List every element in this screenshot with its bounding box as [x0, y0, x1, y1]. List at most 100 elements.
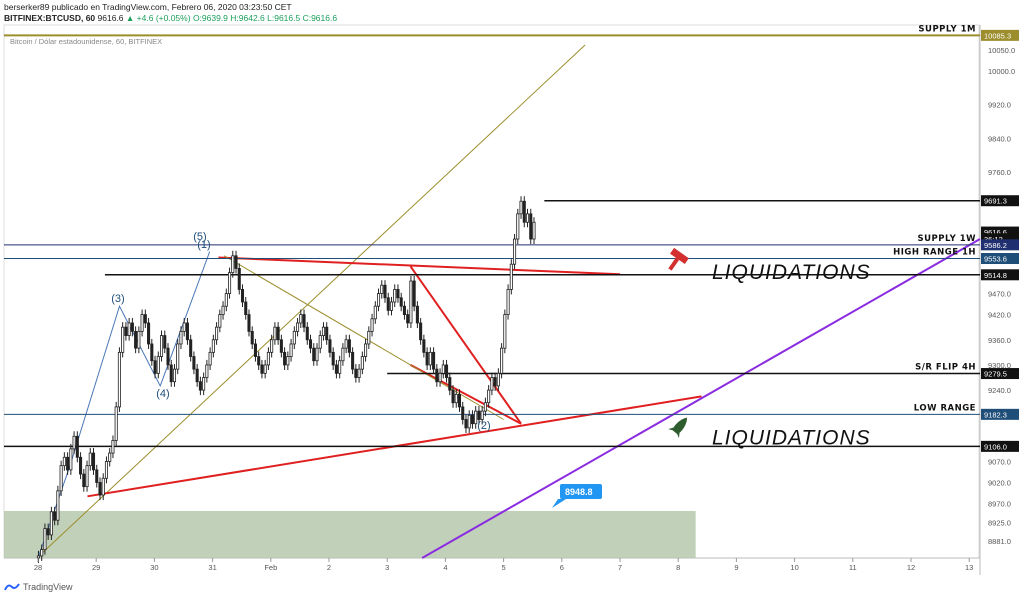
- levels-group: SUPPLY 1M SUPPLY 1W HIGH RANGE 1H S/R FLIP …: [4, 24, 980, 448]
- x-tick-label: 11: [849, 563, 857, 572]
- candle-body: [393, 289, 397, 303]
- price-tag-bg: [981, 440, 1019, 452]
- x-tick-label: Feb: [264, 563, 277, 572]
- price-tag-bg: [981, 408, 1019, 420]
- candle-body: [202, 377, 206, 391]
- candle-body: [289, 343, 293, 357]
- x-tick-label: 8: [676, 563, 680, 572]
- x-tick-label: 30: [150, 563, 158, 572]
- candle-body: [341, 347, 345, 362]
- candle-body: [56, 490, 60, 521]
- x-tick-label: 7: [618, 563, 622, 572]
- ohlc-label: O:9639.9 H:9642.6 L:9616.5 C:9616.6: [192, 13, 338, 23]
- candle-body: [354, 368, 358, 378]
- candle-body: [402, 305, 406, 315]
- candle-body: [477, 410, 481, 420]
- x-tick-label: 6: [560, 563, 564, 572]
- candle-body: [334, 364, 338, 374]
- symbol-line: BITFINEX:BTCUSD, 60 9616.6 ▲ +4.6 (+0.05…: [4, 13, 337, 24]
- candle-body: [176, 343, 180, 370]
- candle-body: [72, 435, 76, 450]
- liquidations-upper-label: LIQUIDATIONS: [712, 261, 871, 284]
- candle-body: [211, 339, 215, 353]
- candle-body: [464, 419, 468, 429]
- candle-body: [46, 528, 50, 536]
- purple-trendline: [421, 238, 981, 559]
- candle-body: [159, 335, 164, 357]
- candle-body: [448, 377, 452, 391]
- liquidations-lower-label: LIQUIDATIONS: [712, 426, 871, 449]
- candle-body: [276, 326, 280, 341]
- price-tag-bg: [981, 226, 1019, 238]
- price-chart[interactable]: Bitcoin / Dólar estadounidense, 60, BITF…: [0, 0, 1024, 580]
- demand-zones: [4, 510, 696, 558]
- hammer-icon: [668, 247, 689, 271]
- candle-body: [198, 381, 202, 391]
- wave-label: (3): [111, 293, 124, 305]
- y-tick-label: 9840.0: [988, 134, 1011, 143]
- price-tag-bg: [981, 269, 1019, 281]
- candle-body: [451, 389, 455, 404]
- candle-body: [360, 356, 364, 370]
- candle-body: [88, 452, 92, 467]
- candle-body: [247, 314, 251, 332]
- candle-body: [445, 364, 449, 378]
- candle-body: [373, 305, 377, 320]
- hammer-handle: [668, 257, 680, 271]
- candle-body: [292, 330, 296, 345]
- candle-body: [376, 293, 381, 307]
- y-tick-label: 9920.0: [988, 101, 1011, 110]
- candle-body: [172, 368, 177, 383]
- x-tick-label: 9: [734, 563, 738, 572]
- x-tick-label: 5: [502, 563, 506, 572]
- candle-body: [127, 322, 131, 336]
- candle-body: [454, 393, 458, 404]
- candle-body: [438, 372, 442, 383]
- x-tick-label: 29: [92, 563, 100, 572]
- candle-body: [36, 555, 40, 559]
- y-tick-label: 9300.0: [988, 361, 1011, 370]
- footer-brand: TradingView: [4, 582, 73, 592]
- candle-body: [331, 351, 335, 366]
- candle-body: [344, 339, 348, 349]
- candle-body: [509, 263, 513, 290]
- candle-body: [483, 402, 487, 412]
- price-tag-text: 9106.0: [984, 442, 1007, 451]
- candle-body: [364, 343, 368, 357]
- candle-body: [425, 351, 429, 366]
- candle-body: [406, 314, 410, 324]
- candle-body: [296, 322, 300, 332]
- y-tick-label: 8925.0: [988, 518, 1011, 527]
- candle-body: [156, 356, 160, 374]
- candle-body: [257, 356, 261, 366]
- candle-body: [62, 456, 66, 467]
- rocket-body: [672, 417, 688, 435]
- wave-label: (2): [477, 420, 490, 432]
- wave-label: (5): [193, 231, 206, 243]
- x-tick-label: 10: [790, 563, 798, 572]
- candle-body: [321, 326, 326, 336]
- candle-body: [283, 351, 287, 366]
- y-tick-label: 10000.0: [988, 67, 1015, 76]
- price-tag-text: 36:12: [984, 235, 1003, 244]
- candle-body: [179, 330, 183, 345]
- y-tick-label: 9070.0: [988, 457, 1011, 466]
- price-tag-text: 9616.6: [984, 228, 1007, 237]
- candle-body: [308, 339, 313, 349]
- candle-body: [396, 289, 400, 299]
- candle-body: [525, 213, 530, 223]
- candle-body: [250, 330, 254, 345]
- candle-body: [218, 314, 222, 328]
- price-axis: 10050.010000.09920.09840.09760.09691.396…: [988, 46, 1015, 546]
- candle-body: [108, 452, 112, 462]
- candle-body: [224, 293, 228, 307]
- price-tag-bg: [981, 195, 1019, 207]
- candle-body: [221, 305, 225, 315]
- candle-body: [370, 318, 374, 332]
- candle-body: [49, 511, 53, 536]
- x-tick-label: 13: [965, 563, 973, 572]
- candle-body: [189, 339, 193, 357]
- candle-body: [519, 200, 523, 215]
- price-tag-bg: [981, 368, 1019, 380]
- candle-body: [338, 360, 342, 374]
